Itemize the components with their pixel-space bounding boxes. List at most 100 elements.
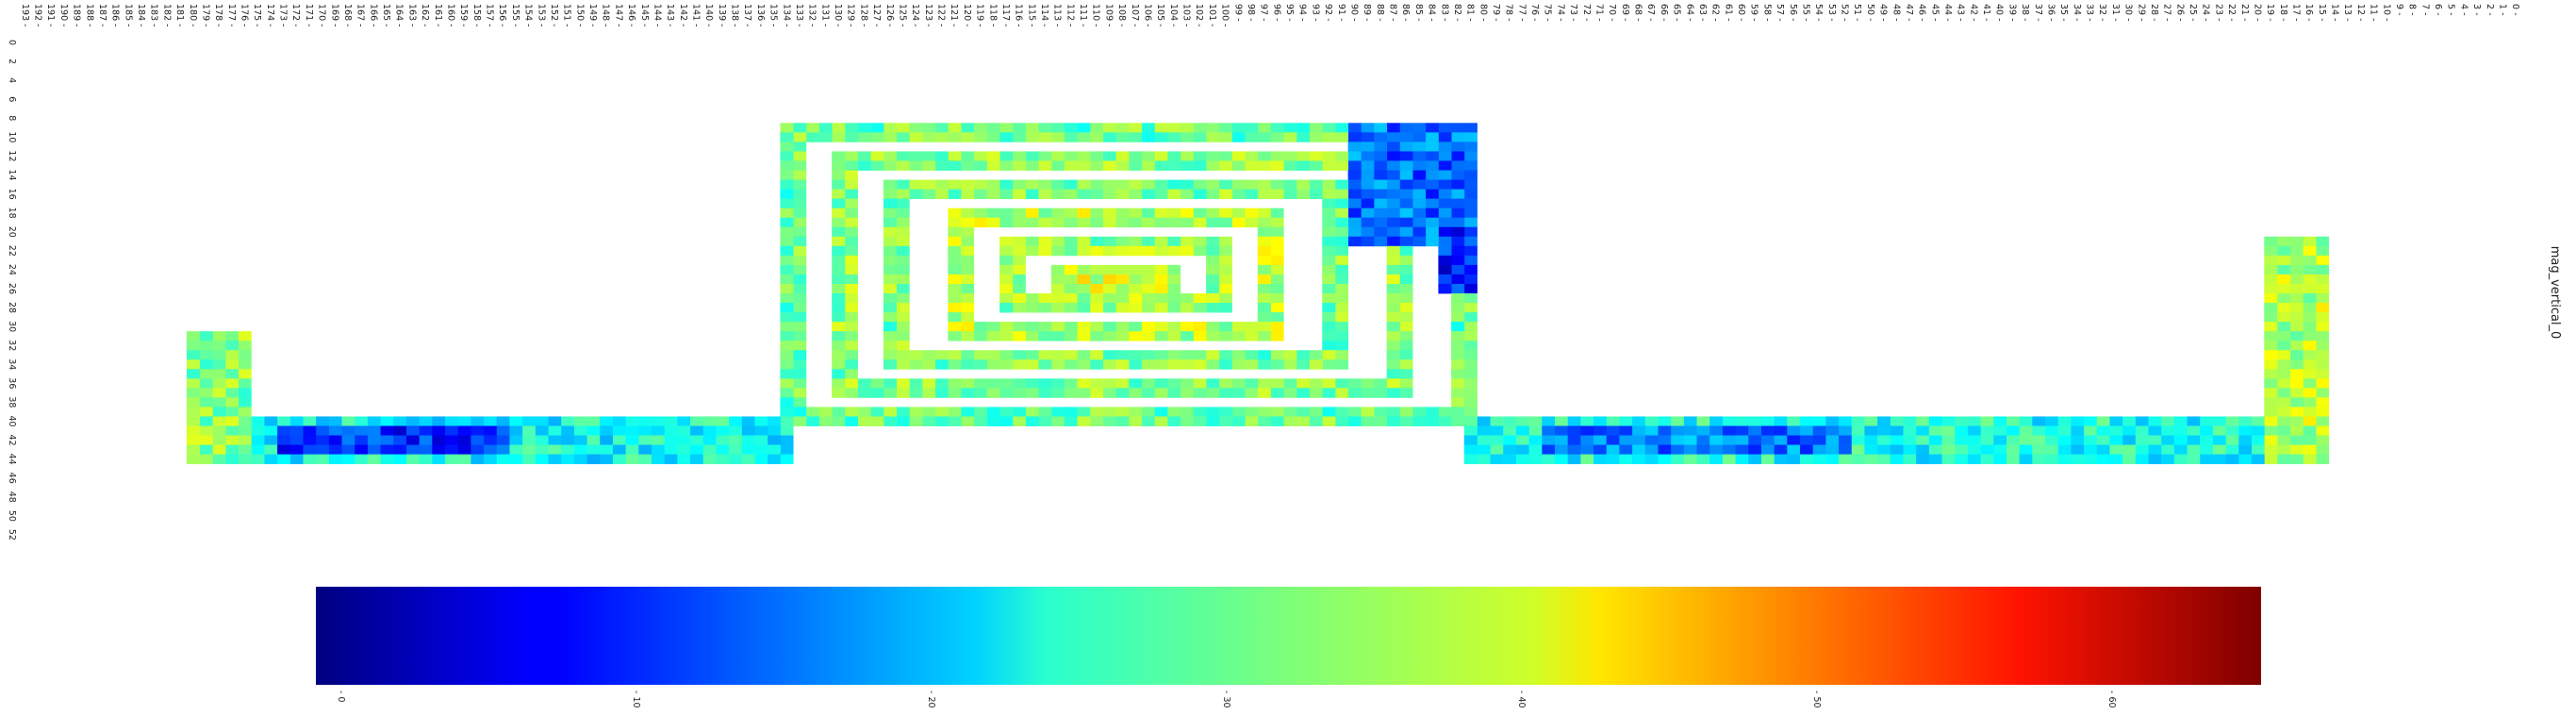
heatmap-cells	[186, 123, 2330, 465]
heatmap-cell	[2148, 416, 2162, 426]
heatmap-cell	[1012, 283, 1026, 294]
heatmap-cell	[2289, 245, 2304, 257]
heatmap-cell	[1115, 236, 1130, 247]
heatmap-cell	[883, 407, 898, 417]
heatmap-cell	[470, 416, 485, 426]
row-tick-label: 154 -	[523, 4, 534, 27]
heatmap-cell	[1257, 303, 1271, 313]
heatmap-cell	[844, 179, 858, 190]
heatmap-cell	[1296, 407, 1310, 417]
heatmap-cell	[1644, 416, 1659, 426]
heatmap-cell	[1928, 444, 1942, 456]
colorbar-tick-label: - 30	[1221, 690, 1231, 708]
row-tick-label: 135 -	[768, 4, 779, 27]
heatmap-cell	[1399, 255, 1413, 266]
heatmap-cell	[2199, 444, 2213, 456]
heatmap-cell	[1257, 322, 1271, 332]
heatmap-cell	[1218, 217, 1232, 228]
heatmap-cell	[1399, 416, 1413, 426]
heatmap-cell	[1025, 359, 1039, 370]
row-tick-label: 92 -	[1323, 4, 1333, 22]
heatmap-cell	[1025, 293, 1039, 304]
heatmap-cell	[2289, 293, 2304, 304]
heatmap-cell	[1180, 132, 1194, 142]
heatmap-cell	[1064, 303, 1078, 313]
heatmap-cell	[832, 160, 846, 171]
heatmap-cell	[2044, 435, 2058, 445]
row-tick-label: 175 -	[252, 4, 262, 27]
heatmap-cell	[1838, 444, 1852, 456]
heatmap-cell	[1102, 331, 1116, 341]
heatmap-cell	[1463, 226, 1478, 238]
heatmap-cell	[2289, 444, 2304, 456]
heatmap-cell	[1941, 454, 1956, 465]
heatmap-cell	[1141, 359, 1155, 370]
row-tick-label: 25 -	[2188, 4, 2198, 22]
heatmap-cell	[961, 179, 975, 190]
heatmap-cell	[1128, 264, 1143, 275]
heatmap-cell	[186, 397, 200, 407]
heatmap-cell	[857, 388, 871, 398]
heatmap-cell	[535, 435, 549, 445]
row-tick-label: 174 -	[265, 4, 275, 27]
heatmap-cell	[1180, 350, 1194, 360]
heatmap-cell	[1399, 293, 1413, 304]
heatmap-cell	[2264, 331, 2278, 341]
heatmap-cell	[1089, 303, 1103, 313]
heatmap-cell	[392, 416, 406, 426]
row-tick-label: 17 -	[2291, 4, 2302, 22]
heatmap-cell	[612, 416, 626, 426]
heatmap-cell	[1218, 274, 1232, 285]
heatmap-cell	[186, 416, 200, 426]
heatmap-cell	[1438, 132, 1452, 142]
heatmap-cell	[1218, 255, 1232, 266]
heatmap-cell	[2289, 369, 2304, 379]
heatmap-cell	[999, 132, 1014, 142]
heatmap-cell	[2057, 454, 2072, 465]
heatmap-cell	[1954, 454, 1968, 465]
heatmap-cell	[1322, 123, 1336, 133]
row-tick-label: 60 -	[1736, 4, 1746, 22]
heatmap-cell	[315, 444, 329, 456]
heatmap-cell	[2303, 274, 2317, 285]
heatmap-cell	[1593, 416, 1607, 426]
heatmap-cell	[1451, 312, 1465, 323]
heatmap-cell	[212, 359, 226, 370]
heatmap-cell	[1089, 160, 1103, 171]
heatmap-cell	[1463, 245, 1478, 257]
heatmap-cell	[1451, 255, 1465, 266]
heatmap-cell	[1463, 255, 1478, 266]
heatmap-cell	[1463, 293, 1478, 304]
heatmap-cell	[1696, 435, 1710, 445]
heatmap-cell	[1812, 416, 1826, 426]
heatmap-cell	[896, 160, 910, 171]
heatmap-cell	[1167, 407, 1181, 417]
heatmap-cell	[1722, 435, 1736, 445]
heatmap-cell	[1050, 274, 1065, 285]
heatmap-cell	[1347, 151, 1362, 161]
heatmap-cell	[1193, 245, 1207, 257]
heatmap-cell	[1334, 359, 1349, 370]
row-tick-label: 80 -	[1478, 4, 1488, 22]
row-tick-label: 2 -	[2485, 4, 2495, 16]
heatmap-cell	[1438, 179, 1452, 190]
row-tick-label: 61 -	[1723, 4, 1733, 22]
heatmap-cell	[264, 416, 278, 426]
heatmap-cell	[676, 425, 691, 436]
row-tick-label: 110 -	[1091, 4, 1101, 27]
heatmap-cell	[1334, 217, 1349, 228]
row-tick-label: 91 -	[1336, 4, 1346, 22]
row-tick-label: 39 -	[2006, 4, 2017, 22]
heatmap-cell	[844, 369, 858, 379]
heatmap-cell	[1438, 245, 1452, 257]
row-tick-label: 127 -	[871, 4, 882, 27]
heatmap-cell	[896, 151, 910, 161]
heatmap-cell	[1463, 435, 1478, 445]
heatmap-cell	[948, 132, 962, 142]
heatmap-cell	[2225, 416, 2239, 426]
heatmap-cell	[1477, 425, 1491, 436]
heatmap-cell	[793, 293, 807, 304]
heatmap-cell	[1373, 407, 1388, 417]
heatmap-cell	[1154, 322, 1168, 332]
row-tick-label: 53 -	[1826, 4, 1837, 22]
